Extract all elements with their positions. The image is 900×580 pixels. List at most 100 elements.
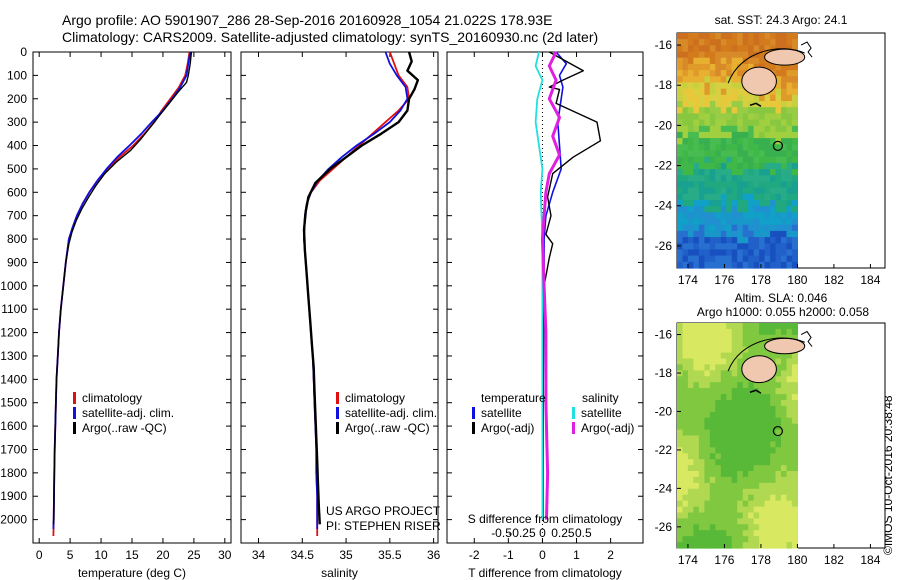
map-cell [759,500,766,508]
y-tick-label: 200 [7,92,27,106]
map-cell [677,334,684,342]
map-cell [715,459,722,466]
map-cell [753,218,760,226]
map-cell [682,169,689,176]
map-cell [759,156,766,164]
map-cell [720,144,727,152]
map-cell [698,524,705,531]
map-cell [698,346,705,354]
map-cell [677,423,684,431]
map-cell [775,156,782,164]
map-cell [682,187,689,195]
map-cell [677,417,684,425]
s-axis-label: S difference from climatology [468,512,623,526]
map-cell [764,536,771,543]
map-cell [726,482,733,490]
map-cell [737,113,744,121]
map-cell [737,429,744,437]
x-tick-label: 180 [787,273,807,287]
map-cell [693,465,700,472]
map-cell [737,518,744,525]
map-cell [726,51,733,59]
map-cell [764,107,771,114]
map-cell [720,138,727,145]
s-tick-label: 0.5 [575,526,592,540]
map-cell [775,70,782,77]
map-cell [748,181,755,189]
map-cell [687,33,694,40]
map-cell [759,230,766,238]
map-cell [682,441,689,448]
map-cell [742,471,749,478]
map-cell [715,334,722,342]
map-cell [737,94,744,102]
map-cell [698,200,705,207]
map-cell [704,435,711,442]
map-cell [682,488,689,496]
map-cell [687,334,694,342]
map-cell [791,411,798,419]
map-cell [753,187,760,195]
map-cell [786,39,793,46]
map-cell [715,506,722,514]
plot-frame [240,51,439,544]
map-cell [726,441,733,448]
map-cell [731,536,738,543]
map-cell [687,364,694,371]
map-cell [698,453,705,460]
map-cell [693,494,700,502]
map-cell [677,169,684,176]
map-cell [726,230,733,238]
map-cell [704,249,711,257]
map-cell [715,465,722,472]
map-cell [791,328,798,336]
map-cell [687,39,694,46]
map-cell [791,482,798,490]
map-cell [693,364,700,371]
map-cell [748,187,755,195]
map-cell [742,249,749,257]
map-cell [726,423,733,431]
map-cell [677,400,684,407]
map-cell [786,181,793,189]
map-cell [781,243,788,251]
map-cell [786,512,793,519]
map-cell [737,388,744,395]
map-cell [791,82,798,90]
y-tick-label: -16 [655,328,673,342]
map-cell [682,76,689,84]
map-cell [759,138,766,145]
island [764,337,806,355]
map-cell [726,388,733,395]
map-cell [687,156,694,164]
map-cell [704,524,711,531]
legend-swatch [572,422,575,434]
map-cell [704,206,711,213]
map-cell [791,429,798,437]
x-tick-label: 20 [156,548,170,562]
map-cell [770,119,777,127]
map-cell [682,88,689,96]
map-cell [715,447,722,454]
map-cell [704,358,711,365]
y-tick-label: -16 [655,38,673,52]
map-cell [704,346,711,354]
map-cell [775,388,782,395]
map-cell [709,488,716,496]
map-cell [748,131,755,139]
map-cell [693,156,700,164]
y-tick-label: 900 [7,255,27,269]
map-cell [693,249,700,257]
map-cell [759,57,766,65]
map-cell [731,57,738,65]
map-cell [726,453,733,460]
map-cell [748,423,755,431]
map-cell [720,200,727,207]
map-cell [698,340,705,348]
map-cell [791,88,798,96]
map-cell [682,388,689,395]
map-cell [726,181,733,189]
map-cell [770,352,777,360]
map-cell [764,101,771,108]
map-cell [677,94,684,102]
